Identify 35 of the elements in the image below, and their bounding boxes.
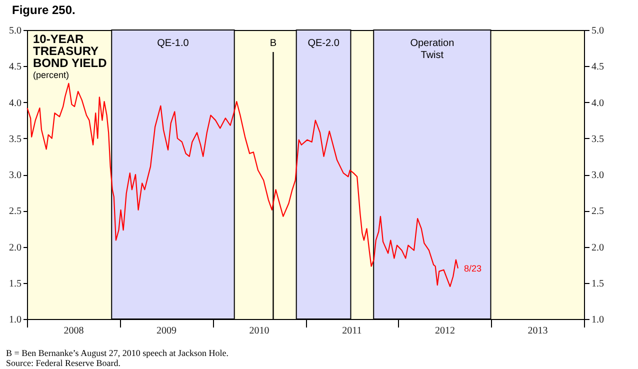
y-tick-label: 5.0 (9, 26, 22, 36)
band-label: QE-2.0 (308, 38, 340, 49)
annotation: 8/23 (464, 263, 482, 274)
line-series (26, 82, 459, 288)
y2-tick-label: 2.0 (592, 242, 604, 254)
y2-tick-label: 4.5 (592, 62, 604, 73)
y-tick-label: 2.5 (9, 206, 22, 218)
y-tick-label: 1.5 (9, 278, 22, 290)
y2-tick-label: 3.5 (592, 134, 604, 145)
band-label: Operation Twist (410, 38, 454, 61)
y2-tick-label: 1.5 (592, 278, 604, 290)
source-note: Source: Federal Reserve Board. (6, 358, 120, 368)
y2-tick-label: 2.5 (592, 206, 604, 218)
annotation: (percent) (33, 70, 70, 80)
y2-tick-label: 1.0 (592, 314, 604, 326)
y-tick-label: 4.0 (9, 98, 22, 109)
x-tick-label: 2011 (342, 326, 362, 336)
y-tick-label: 1.0 (9, 314, 22, 326)
x-tick-label: 2012 (434, 326, 455, 336)
annotation: 10-YEAR TREASURY BOND YIELD (33, 32, 108, 70)
text: B = Ben Bernanke’s August 27, 2010 speech at Jackson Hole. (6, 348, 229, 358)
y-tick-label: 3.5 (9, 134, 22, 145)
y-tick-label: 2.0 (9, 242, 22, 254)
ref-line-label: B (270, 38, 277, 49)
band-label: QE-1.0 (157, 38, 190, 49)
x-tick-label: 2008 (64, 326, 84, 336)
y2-tick-label: 3.0 (592, 170, 604, 181)
y-tick-label: 3.0 (9, 170, 22, 181)
x-tick-label: 2009 (156, 326, 176, 336)
y2-tick-label: 4.0 (592, 98, 604, 109)
x-tick-label: 2013 (528, 326, 548, 336)
chart-title: Figure 250. (12, 3, 76, 17)
x-tick-label: 2010 (249, 326, 270, 336)
y2-tick-label: 5.0 (592, 26, 604, 36)
y-tick-label: 4.5 (9, 62, 22, 73)
